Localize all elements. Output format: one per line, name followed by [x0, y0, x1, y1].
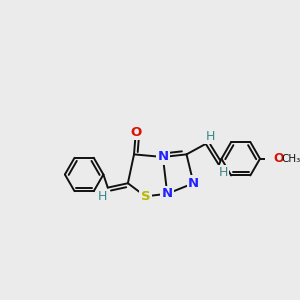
- Text: N: N: [157, 151, 168, 164]
- Text: O: O: [273, 152, 284, 165]
- Text: H: H: [206, 130, 215, 142]
- Text: H: H: [219, 166, 228, 179]
- Text: N: N: [188, 177, 199, 190]
- Text: N: N: [162, 187, 173, 200]
- Text: H: H: [98, 190, 107, 203]
- Text: CH₃: CH₃: [282, 154, 300, 164]
- Text: O: O: [130, 126, 141, 139]
- Text: S: S: [141, 190, 150, 203]
